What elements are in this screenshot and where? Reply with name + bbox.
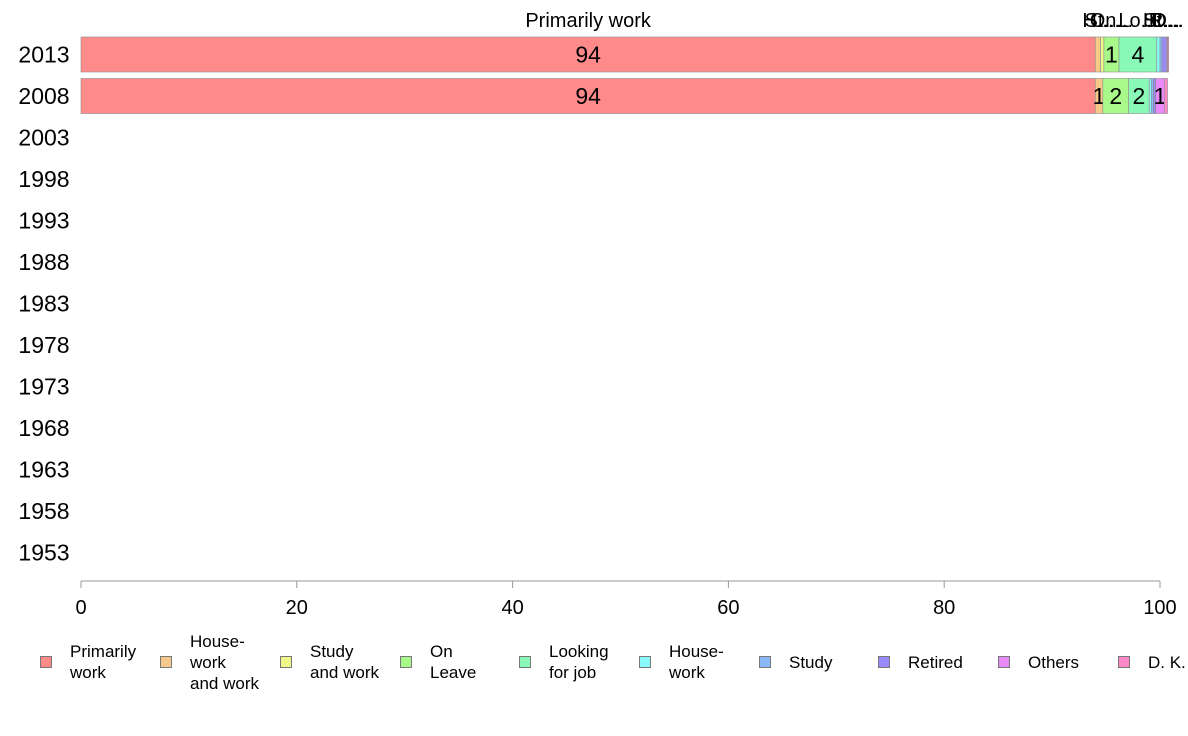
legend-item: Study: [759, 652, 832, 673]
year-label: 1988: [18, 249, 69, 275]
legend: Primarily work House- work and work Study …: [0, 630, 1188, 700]
legend-item: D. K.: [1118, 652, 1186, 673]
bar-segment: [1094, 36, 1101, 73]
legend-item: House- work and work: [160, 631, 259, 694]
legend-swatch: [160, 656, 172, 668]
bar-segment: [1161, 36, 1167, 73]
bar-segment: [80, 78, 1096, 114]
legend-swatch: [40, 656, 52, 668]
bar-segment: [1118, 36, 1158, 73]
x-tick-label: 20: [286, 597, 308, 619]
legend-swatch: [280, 656, 292, 668]
year-label: 1978: [18, 332, 69, 358]
legend-label: On Leave: [430, 642, 477, 682]
top-series-label: Lo...: [1118, 10, 1157, 32]
x-tick-label: 40: [501, 597, 523, 619]
year-label: 1968: [18, 415, 69, 441]
legend-swatch: [400, 656, 412, 668]
legend-swatch: [998, 656, 1010, 668]
legend-label: Study: [789, 652, 833, 672]
legend-label: Retired: [908, 652, 963, 672]
bar-value-label: 94: [575, 42, 601, 68]
legend-label: Looking for job: [549, 642, 609, 682]
legend-label: House- work and work: [190, 631, 259, 693]
bar-segment: [1167, 36, 1169, 73]
top-series-label: H...: [1082, 10, 1113, 32]
x-tick-label: 100: [1143, 597, 1176, 619]
x-tick-label: 0: [75, 597, 86, 619]
year-axis: 2013 2008 2003 1998 1993 1988 1983 1978 1973 1968…: [18, 42, 69, 566]
year-label: 1983: [18, 291, 69, 317]
year-label: 1963: [18, 457, 69, 483]
x-tick-label: 60: [717, 597, 739, 619]
top-series-label: H...: [1143, 10, 1174, 32]
bar-value-label: 94: [575, 83, 601, 109]
legend-item: Looking for job: [519, 641, 609, 683]
legend-label: Study and work: [310, 642, 379, 682]
bar-value-label: 2: [1109, 83, 1122, 109]
legend-label: Primarily work: [70, 642, 137, 682]
legend-swatch: [639, 656, 651, 668]
bar-value-label: 1: [1093, 83, 1106, 109]
bar-value-label: 4: [1131, 42, 1144, 68]
legend-swatch: [878, 656, 890, 668]
top-series-labels: Primarily work H...St...On...Lo...H...St.…: [525, 10, 1183, 32]
year-label: 1998: [18, 166, 69, 192]
bar-segment: [1159, 36, 1163, 73]
bar-segment: [1164, 78, 1168, 114]
year-label: 1993: [18, 208, 69, 234]
bar-segment: [1100, 36, 1105, 73]
bar-segment: [1148, 78, 1152, 114]
legend-label: House- work: [669, 642, 724, 682]
top-series-label: O...: [1151, 10, 1183, 32]
year-label: 1973: [18, 374, 69, 400]
bar-value-label: 1: [1154, 83, 1167, 109]
year-label: 1958: [18, 498, 69, 524]
legend-item: Primarily work: [40, 641, 136, 683]
legend-label: D. K.: [1148, 652, 1186, 672]
chart: 94 1 494 1 2 2 1 20132008200319981993198819831…: [18, 10, 1183, 619]
legend-item: Retired: [878, 652, 963, 673]
bar-value-label: 1: [1105, 42, 1118, 68]
legend-swatch: [1118, 656, 1130, 668]
top-series-label: On...: [1090, 10, 1133, 32]
legend-item: Study and work: [280, 641, 379, 683]
legend-swatch: [519, 656, 531, 668]
legend-item: Others: [998, 652, 1079, 673]
bar-value-label: 2: [1133, 83, 1146, 109]
year-label: 2008: [18, 83, 69, 109]
bar-segment: [1156, 36, 1161, 73]
legend-label: Others: [1028, 652, 1080, 672]
top-series-label: D...: [1153, 10, 1184, 32]
top-series-label: St...: [1084, 10, 1120, 32]
bar-segment: [80, 36, 1096, 73]
top-series-label: St...: [1143, 10, 1179, 32]
legend-item: House- work: [639, 641, 724, 683]
year-label: 2013: [18, 42, 69, 68]
legend-item: On Leave: [400, 641, 476, 683]
top-series-label: R...: [1149, 10, 1180, 32]
top-series-label: Primarily work: [525, 10, 652, 32]
bars-group: 94 1 494 1 2 2 1: [80, 36, 1169, 114]
legend-swatch: [759, 656, 771, 668]
year-label: 1953: [18, 540, 69, 566]
x-tick-label: 80: [933, 597, 955, 619]
x-axis: 0 20 40 60 80 100: [75, 580, 1177, 619]
year-label: 2003: [18, 125, 69, 151]
